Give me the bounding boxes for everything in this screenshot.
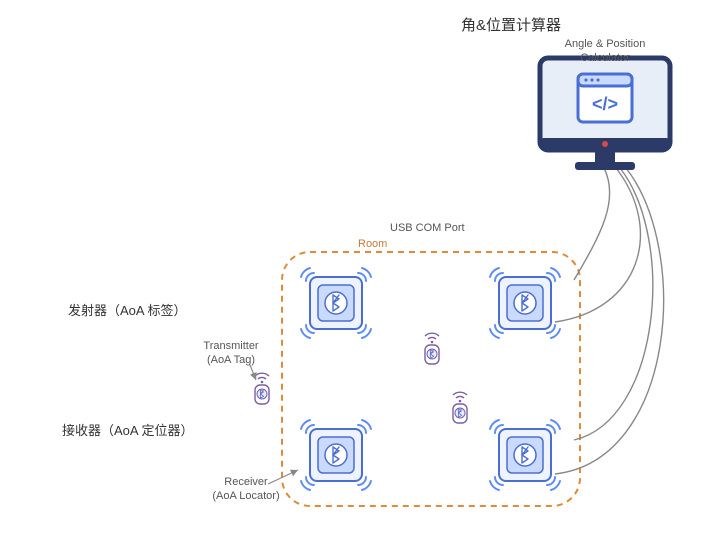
tag-2 (255, 373, 269, 404)
locator-top-left (301, 268, 371, 338)
locator-bottom-left (301, 420, 371, 490)
receiver-label-en: Receiver (AoA Locator) (206, 476, 286, 504)
locator-top-right (490, 268, 560, 338)
receiver-label-cn: 接收器（AoA 定位器） (62, 420, 193, 439)
usb-connections (555, 168, 664, 474)
calculator-label: Angle & Position Calculator (555, 38, 655, 66)
usb-label: USB COM Port (390, 222, 465, 236)
title-cn: 角&位置计算器 (461, 14, 561, 35)
room-label: Room (358, 238, 387, 252)
transmitter-label-en: Transmitter (AoA Tag) (196, 340, 266, 368)
transmitter-label-cn: 发射器（AoA 标签） (68, 300, 186, 319)
calculator-monitor: </> (540, 58, 670, 170)
tag-1 (425, 333, 439, 364)
svg-text:</>: </> (592, 94, 618, 114)
locator-bottom-right (490, 420, 560, 490)
tag-3 (453, 392, 467, 423)
